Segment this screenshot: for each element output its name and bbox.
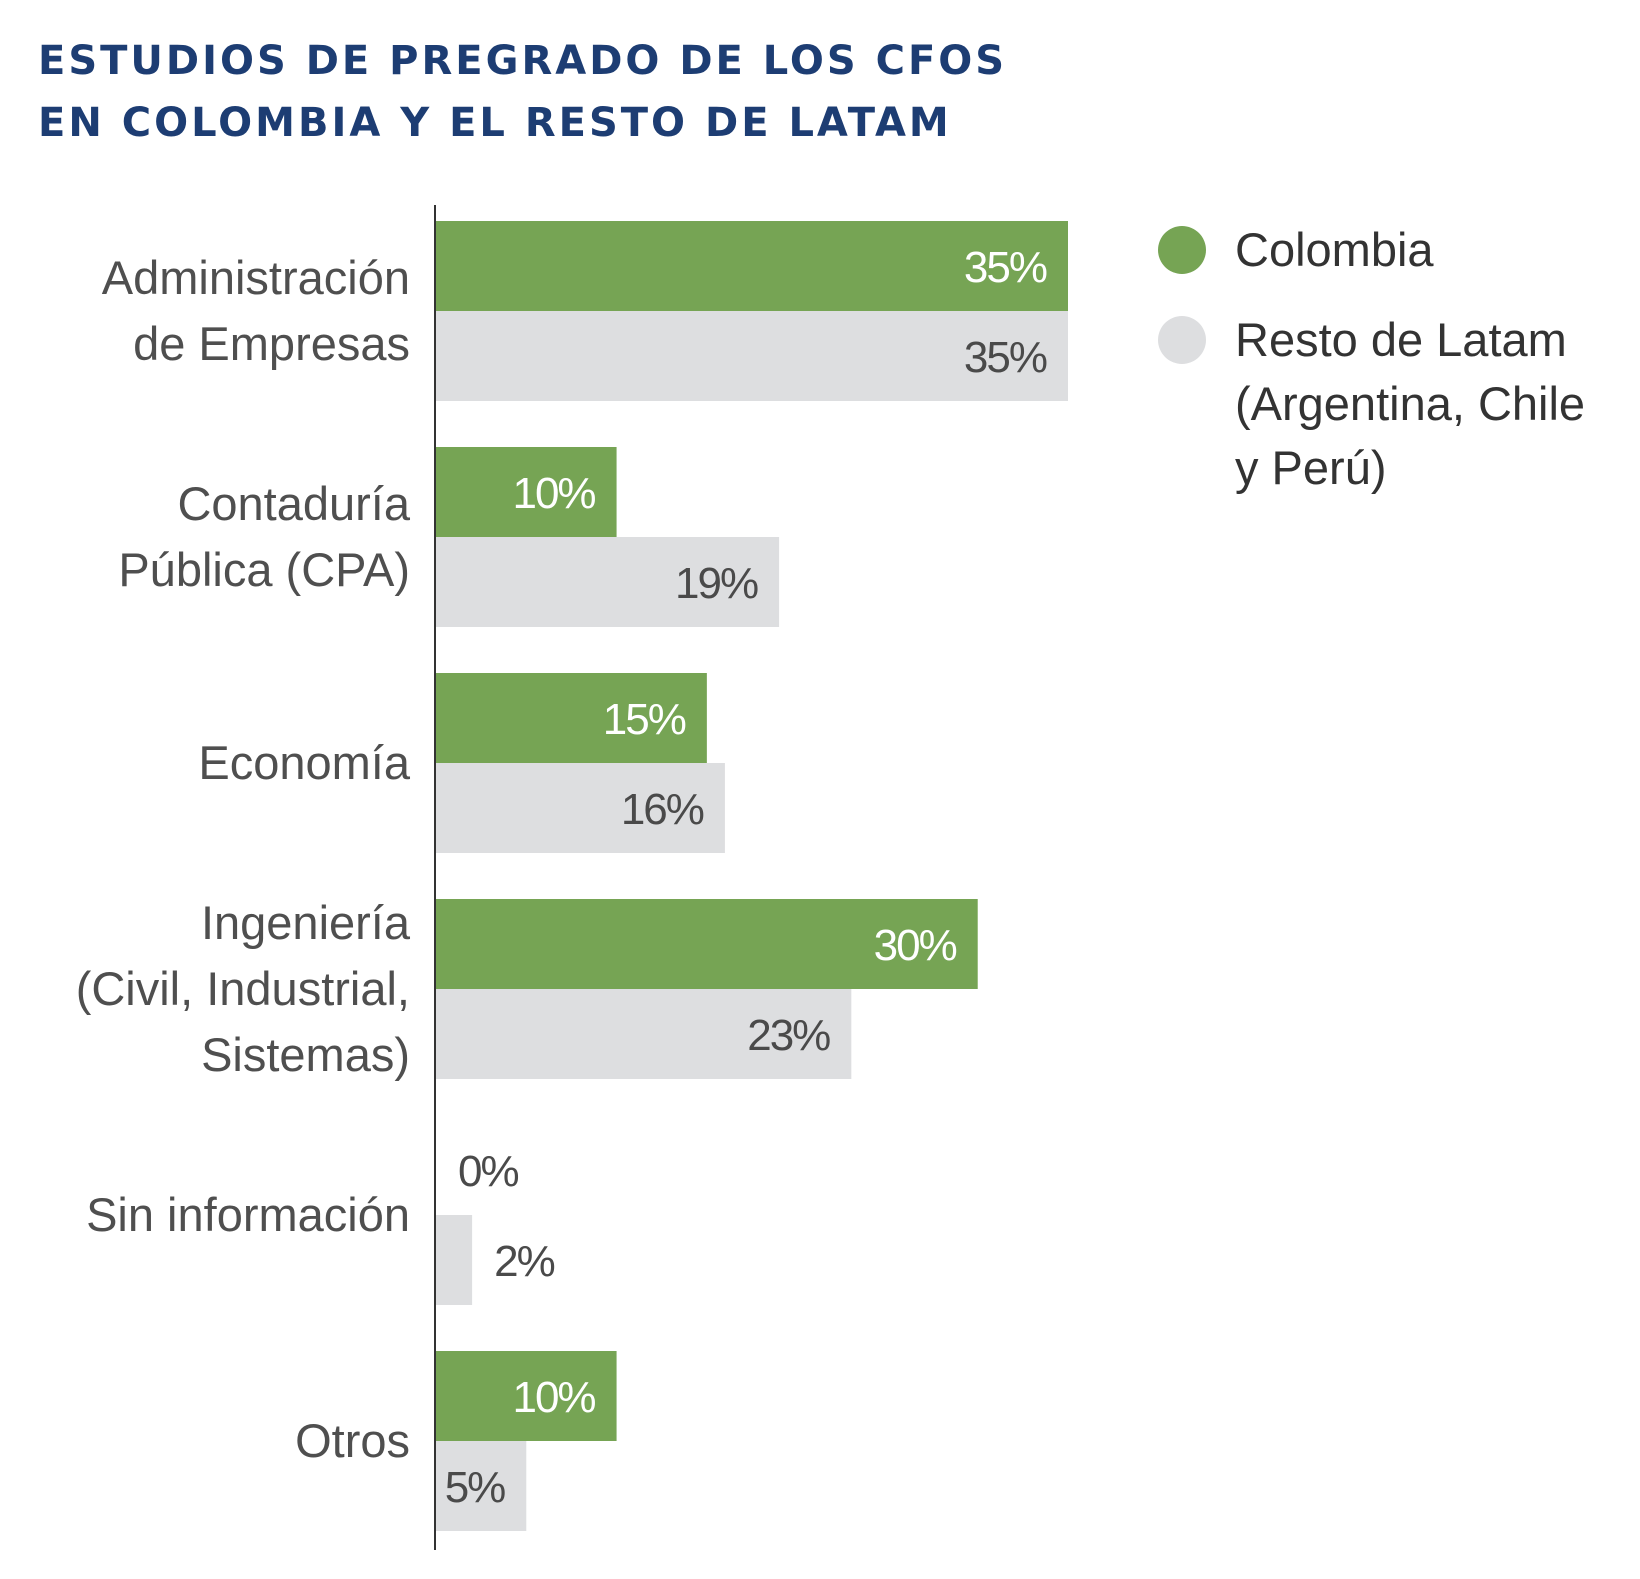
value-label-colombia-2: 15%	[603, 695, 686, 744]
category-label-3: Ingeniería (Civil, Industrial, Sistemas)	[76, 896, 411, 1081]
bar-colombia-1	[436, 447, 617, 537]
bar-resto-1	[436, 537, 780, 627]
value-label-resto-0: 35%	[964, 333, 1047, 382]
legend-label-colombia: Colombia	[1235, 223, 1434, 276]
value-label-colombia-3: 30%	[874, 921, 957, 970]
legend-label-resto: Resto de Latam (Argentina, Chile y Perú)	[1235, 313, 1585, 494]
category-label-0: Administración de Empresas	[102, 251, 410, 370]
bar-colombia-2	[436, 673, 707, 763]
legend: Colombia Resto de Latam (Argentina, Chile y…	[1158, 223, 1585, 494]
chart-title-line-2: EN COLOMBIA Y EL RESTO DE LATAM	[38, 100, 952, 146]
bar-colombia-5	[436, 1351, 617, 1441]
category-label-5: Otros	[295, 1414, 410, 1467]
value-label-resto-3: 23%	[747, 1011, 830, 1060]
category-label-1: Contaduría Pública (CPA)	[118, 477, 411, 596]
category-label-4: Sin información	[86, 1188, 410, 1241]
value-label-resto-4: 2%	[494, 1237, 554, 1286]
legend-swatch-resto	[1158, 316, 1206, 364]
bar-resto-5	[436, 1441, 527, 1531]
bar-resto-0	[436, 311, 1068, 401]
chart-title-line-1: ESTUDIOS DE PREGRADO DE LOS CFOS	[38, 38, 1008, 84]
category-label-2: Economía	[198, 736, 410, 789]
bar-resto-3	[436, 989, 852, 1079]
value-label-resto-1: 19%	[675, 559, 758, 608]
value-label-resto-2: 16%	[621, 785, 704, 834]
bar-resto-4	[436, 1215, 473, 1305]
bar-resto-2	[436, 763, 725, 853]
value-label-colombia-4: 0%	[458, 1147, 518, 1196]
legend-swatch-colombia	[1158, 226, 1206, 274]
bar-colombia-0	[436, 221, 1068, 311]
value-label-colombia-5: 10%	[512, 1373, 595, 1422]
value-label-resto-5: 5%	[445, 1463, 505, 1512]
chart-title: ESTUDIOS DE PREGRADO DE LOS CFOS EN COLO…	[38, 30, 1038, 154]
category-labels: Administración de Empresas Contaduría Públi…	[76, 251, 411, 1467]
bars-group	[436, 221, 1068, 1531]
value-label-colombia-0: 35%	[964, 243, 1047, 292]
value-label-colombia-1: 10%	[512, 469, 595, 518]
bar-colombia-3	[436, 899, 978, 989]
value-labels: 35%35%10%19%15%16%30%23%0%2%10%5%	[445, 243, 1049, 1512]
